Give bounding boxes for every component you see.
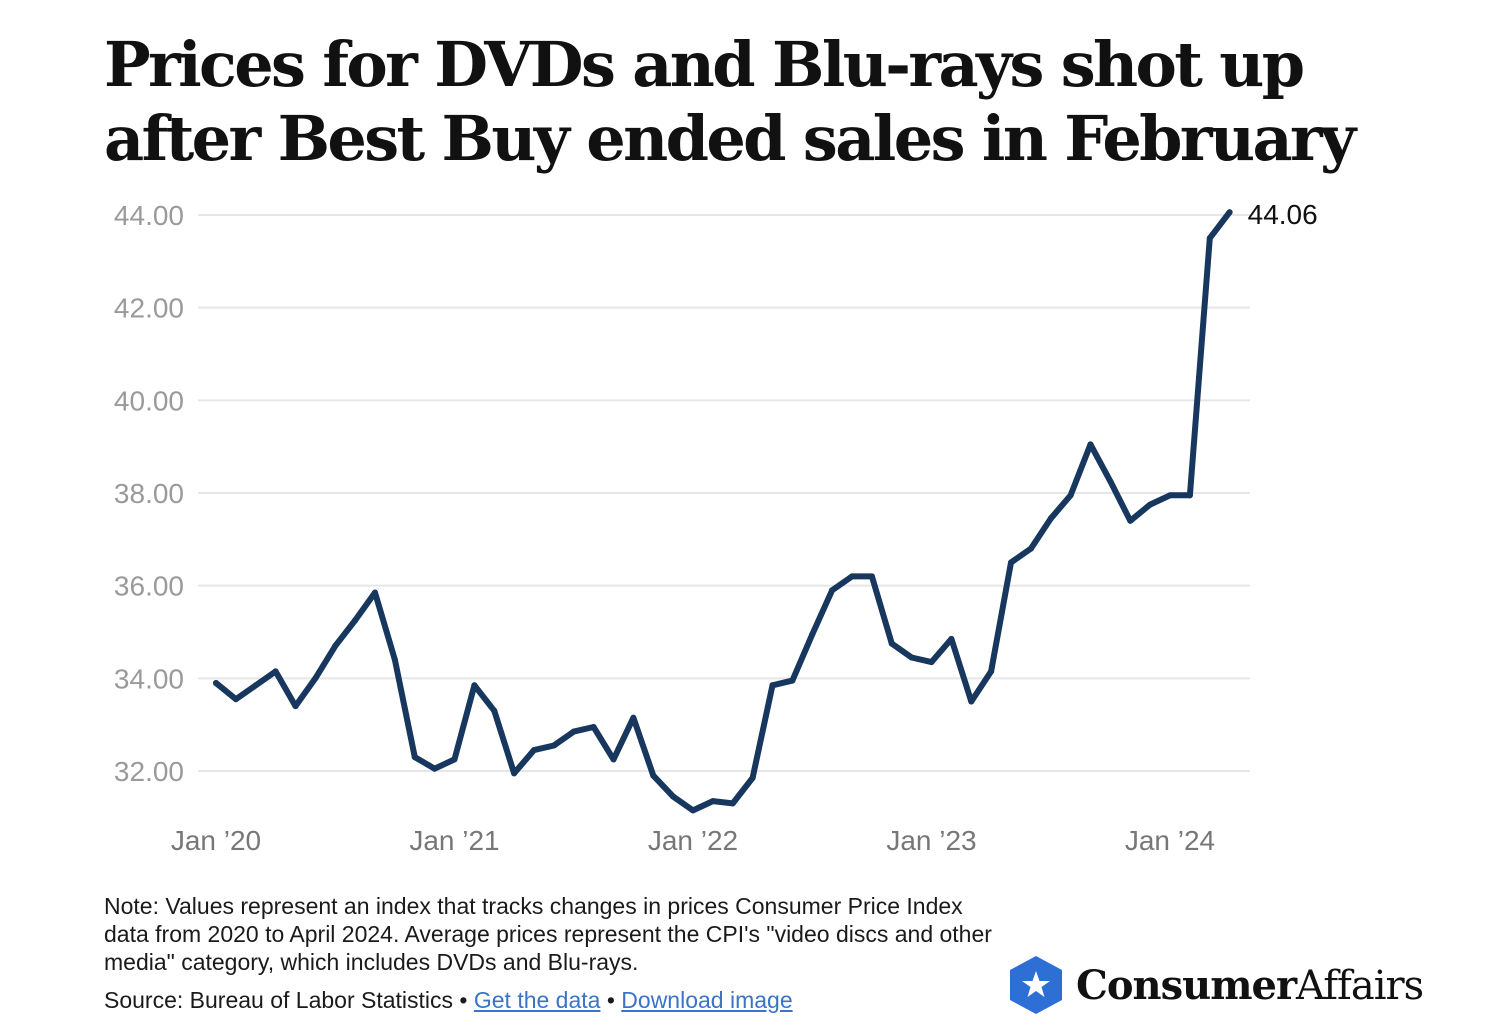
download-image-link[interactable]: Download image	[621, 987, 793, 1013]
data-point	[292, 703, 299, 710]
data-point	[1047, 515, 1054, 522]
data-point	[272, 668, 279, 675]
y-tick-label: 38.00	[114, 478, 184, 509]
y-tick-label: 36.00	[114, 571, 184, 602]
data-point	[1127, 517, 1134, 524]
x-axis-ticks: Jan ’20 Jan ’21 Jan ’22 Jan ’23 Jan ’24	[171, 825, 1215, 856]
get-the-data-link[interactable]: Get the data	[473, 987, 601, 1013]
data-point	[968, 698, 975, 705]
data-point	[491, 707, 498, 714]
data-point	[550, 742, 557, 749]
y-tick-label: 42.00	[114, 293, 184, 324]
source-line: Source: Bureau of Labor Statistics • Get…	[104, 986, 1004, 1014]
data-point	[650, 772, 657, 779]
x-tick-label: Jan ’21	[409, 825, 499, 856]
x-tick-label: Jan ’23	[886, 825, 976, 856]
data-point	[849, 573, 855, 580]
y-tick-label: 44.00	[114, 200, 184, 231]
data-point	[809, 631, 816, 638]
gridlines	[198, 214, 1250, 772]
data-point	[1027, 545, 1034, 552]
data-point	[391, 656, 398, 663]
x-tick-label: Jan ’20	[171, 825, 261, 856]
brand-wordmark: ConsumerAffairs	[1076, 961, 1424, 1009]
data-point	[471, 682, 478, 689]
y-tick-label: 32.00	[114, 756, 184, 787]
data-point	[1226, 209, 1233, 216]
data-point	[908, 654, 915, 661]
data-point	[1206, 235, 1213, 242]
data-point	[570, 728, 577, 735]
line-chart: 44.00 42.00 40.00 38.00 36.00 34.00 32.00 Jan …	[114, 199, 1318, 856]
brand-regular: Affairs	[1296, 962, 1424, 1009]
data-point	[729, 800, 736, 807]
series-line	[213, 209, 1233, 814]
data-point	[888, 640, 895, 647]
data-point	[431, 765, 438, 772]
data-point	[829, 587, 836, 594]
chart-title: Prices for DVDs and Blu-rays shot up aft…	[104, 28, 1356, 175]
data-point	[511, 770, 518, 777]
data-point	[352, 617, 359, 624]
brand-logo: ConsumerAffairs	[1008, 954, 1424, 1016]
chart-note: Note: Values represent an index that tra…	[104, 893, 992, 975]
data-point	[749, 774, 756, 781]
source-separator: •	[600, 987, 622, 1013]
data-point	[411, 754, 418, 761]
data-point	[312, 675, 319, 682]
data-point	[1186, 492, 1193, 499]
data-point	[948, 635, 955, 642]
data-point	[232, 696, 239, 703]
data-point	[1087, 441, 1094, 448]
data-point	[213, 679, 219, 686]
data-point	[1147, 501, 1154, 508]
data-point	[1107, 478, 1114, 485]
data-point	[252, 682, 259, 689]
data-point	[1167, 492, 1173, 499]
data-point	[1067, 492, 1074, 499]
data-point	[451, 756, 458, 763]
data-point	[928, 659, 935, 666]
data-point	[670, 793, 677, 800]
data-point	[988, 668, 995, 675]
data-point	[709, 798, 716, 805]
y-axis-ticks: 44.00 42.00 40.00 38.00 36.00 34.00 32.00	[114, 200, 184, 787]
data-point	[610, 756, 617, 763]
star-shield-icon	[1010, 956, 1062, 1014]
data-point	[332, 642, 339, 649]
data-point	[531, 747, 537, 754]
data-point	[690, 807, 696, 814]
y-tick-label: 34.00	[114, 663, 184, 694]
data-points	[213, 209, 1233, 814]
data-point	[868, 573, 875, 580]
end-value-label: 44.06	[1248, 199, 1318, 230]
x-tick-label: Jan ’22	[648, 825, 738, 856]
x-tick-label: Jan ’24	[1125, 825, 1215, 856]
data-point	[1008, 559, 1014, 566]
data-point	[372, 589, 378, 596]
data-point	[590, 723, 597, 730]
data-point	[769, 682, 776, 689]
source-text: Source: Bureau of Labor Statistics •	[104, 987, 474, 1013]
brand-bold: Consumer	[1076, 961, 1297, 1009]
data-point	[789, 677, 796, 684]
y-tick-label: 40.00	[114, 385, 184, 416]
data-point	[630, 714, 637, 721]
